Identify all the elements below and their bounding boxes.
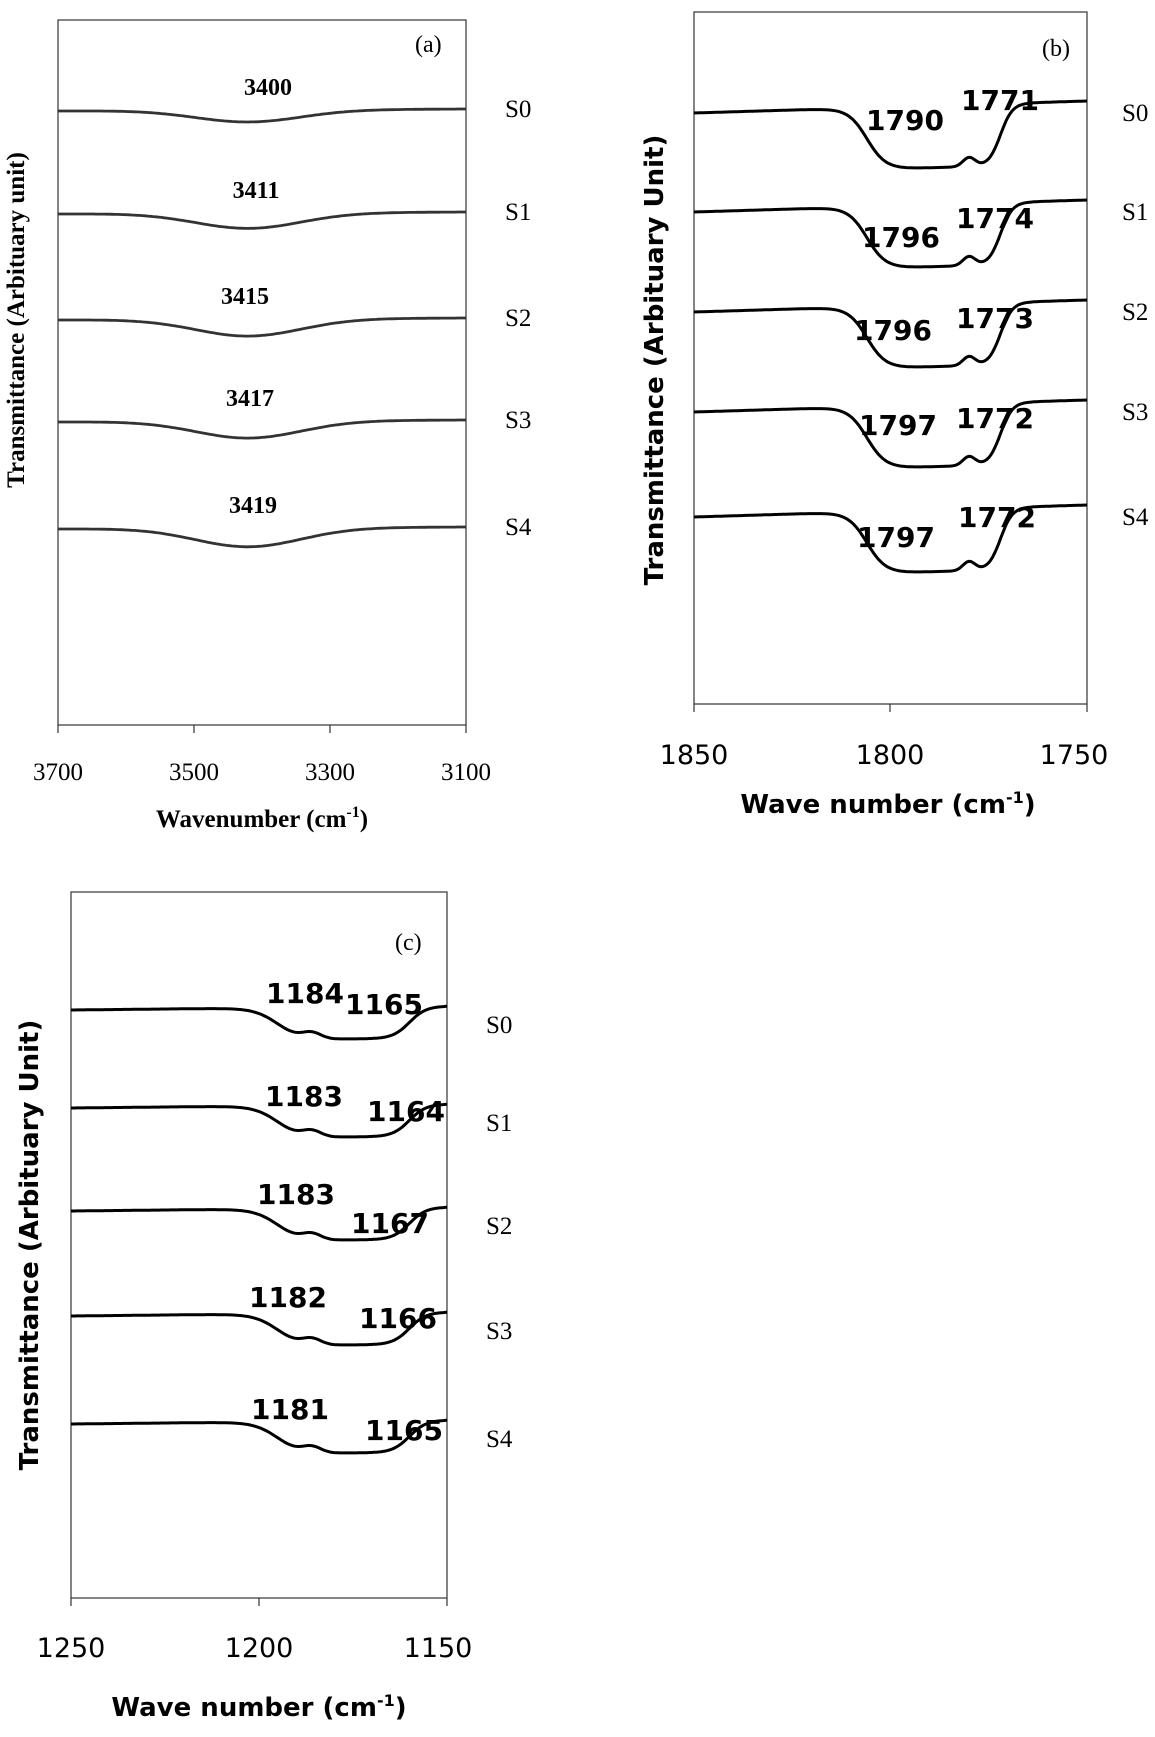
panel-c-x-ticks: 1250 1200 1150 <box>37 1598 473 1664</box>
series-line-s0 <box>71 1004 448 1041</box>
x-tick-label: 3300 <box>305 759 355 786</box>
peak-label: 1797 <box>857 521 935 554</box>
panel-b-series: 1790 1771 S0 1796 1774 S1 1796 1773 S2 1797 1772 S3… <box>693 84 1149 574</box>
series-line-s2 <box>58 316 466 338</box>
panel-a: (a) 3400 S0 3411 S1 3415 S2 3417 S3 3419 S4 3700 … <box>3 19 532 833</box>
series-label: S4 <box>486 1426 513 1453</box>
x-tick-label: 1200 <box>225 1633 294 1664</box>
peak-label: 1183 <box>265 1080 343 1113</box>
peak-label: 3415 <box>221 284 269 310</box>
x-tick-label: 1150 <box>404 1633 473 1664</box>
series-label: S3 <box>1122 399 1148 426</box>
peak-label: 3417 <box>226 386 274 412</box>
series-label: S4 <box>505 514 532 541</box>
peak-label: 1796 <box>862 221 940 254</box>
series-line-s2 <box>693 298 1088 369</box>
panel-c-label: (c) <box>395 930 422 956</box>
panel-a-y-axis-title: Transmittance (Arbituary unit) <box>3 152 30 488</box>
peak-label: 3400 <box>244 75 292 101</box>
peak-label: 3419 <box>229 493 277 519</box>
peak-label: 1182 <box>249 1281 327 1314</box>
peak-label: 1166 <box>359 1302 437 1335</box>
x-tick-label: 1750 <box>1040 740 1109 771</box>
x-tick-label: 3100 <box>441 759 491 786</box>
series-label: S1 <box>486 1110 512 1137</box>
panel-b-x-axis-title: Wave number (cm-1) <box>740 788 1035 820</box>
series-label: S1 <box>1122 199 1148 226</box>
x-tick-label: 3500 <box>169 759 219 786</box>
series-label: S2 <box>486 1213 512 1240</box>
peak-label: 1181 <box>251 1393 329 1426</box>
series-line-s4 <box>71 1418 448 1455</box>
series-line-s1 <box>71 1102 448 1139</box>
panel-b-x-ticks: 1850 1800 1750 <box>660 704 1109 771</box>
panel-a-series: 3400 S0 3411 S1 3415 S2 3417 S3 3419 S4 <box>58 75 532 549</box>
series-label: S1 <box>505 199 531 226</box>
peak-label: 1167 <box>351 1207 429 1240</box>
peak-label: 1164 <box>367 1095 445 1128</box>
peak-label: 1772 <box>958 501 1036 534</box>
x-tick-label: 3700 <box>33 759 83 786</box>
peak-label: 1771 <box>961 84 1039 117</box>
series-label: S3 <box>486 1318 512 1345</box>
panel-a-frame <box>57 19 467 726</box>
peak-label: 3411 <box>233 178 280 204</box>
peak-label: 1773 <box>956 302 1034 335</box>
series-line-s1 <box>693 198 1088 269</box>
panel-c-y-axis-title: Transmittance (Arbituary Unit) <box>15 1020 45 1471</box>
series-line-s0 <box>58 107 466 124</box>
panel-b-y-axis-title: Transmittance (Arbituary Unit) <box>640 135 670 586</box>
panel-a-label: (a) <box>415 32 442 58</box>
series-label: S2 <box>505 305 531 332</box>
peak-label: 1184 <box>266 977 344 1010</box>
peak-label: 1772 <box>956 402 1034 435</box>
series-line-s2 <box>71 1205 448 1242</box>
series-label: S0 <box>505 96 531 123</box>
panel-b-label: (b) <box>1042 36 1070 62</box>
peak-label: 1796 <box>854 314 932 347</box>
panel-a-x-ticks: 3700 3500 3300 3100 <box>33 725 491 786</box>
series-line-s3 <box>71 1310 448 1347</box>
series-line-s0 <box>693 99 1088 170</box>
series-line-s1 <box>58 210 466 230</box>
peak-label: 1797 <box>859 409 937 442</box>
series-label: S3 <box>505 407 531 434</box>
peak-label: 1790 <box>866 104 944 137</box>
series-line-s3 <box>693 398 1088 469</box>
x-tick-label: 1850 <box>660 740 729 771</box>
panel-a-x-axis-title: Wavenumber (cm-1) <box>156 804 368 833</box>
peak-label: 1165 <box>345 988 423 1021</box>
series-label: S0 <box>486 1012 512 1039</box>
x-tick-label: 1800 <box>856 740 925 771</box>
panel-c-x-axis-title: Wave number (cm-1) <box>111 1691 406 1723</box>
series-label: S4 <box>1122 504 1149 531</box>
peak-label: 1165 <box>365 1414 443 1447</box>
series-label: S2 <box>1122 299 1148 326</box>
series-label: S0 <box>1122 100 1148 127</box>
peak-label: 1774 <box>956 202 1034 235</box>
x-tick-label: 1250 <box>37 1633 106 1664</box>
peak-label: 1183 <box>257 1178 335 1211</box>
series-line-s4 <box>58 525 466 549</box>
series-line-s4 <box>693 503 1088 574</box>
series-line-s3 <box>58 418 466 440</box>
